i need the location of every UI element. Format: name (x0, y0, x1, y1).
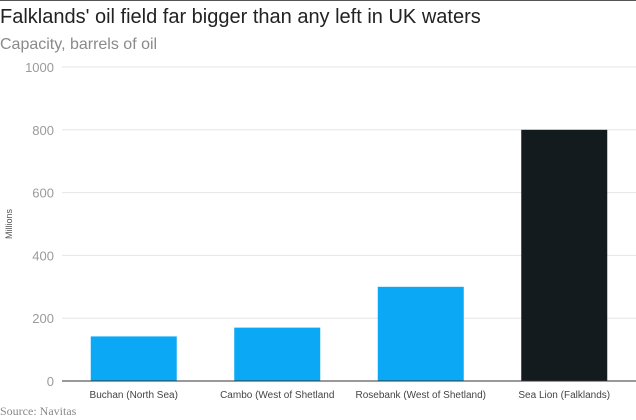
x-tick-label: Buchan (North Sea) (90, 390, 178, 401)
source-note: Source: Navitas (0, 404, 77, 418)
y-axis-title: Millions (4, 209, 14, 240)
y-axis-ticks: 0 200 400 600 800 1000 (25, 60, 54, 389)
bar (377, 286, 464, 381)
x-axis-labels: Buchan (North Sea) Cambo (West of Shetlan… (90, 390, 611, 401)
y-tick-label: 200 (32, 311, 54, 326)
bars (90, 129, 608, 381)
x-tick-label: Sea Lion (Falklands) (518, 390, 610, 401)
chart-title: Falklands' oil field far bigger than any… (0, 6, 481, 28)
y-tick-label: 400 (32, 248, 54, 263)
bar (90, 336, 177, 381)
y-tick-label: 1000 (25, 60, 54, 75)
chart-subtitle: Capacity, barrels of oil (0, 36, 158, 53)
y-tick-label: 0 (47, 374, 54, 389)
x-tick-label: Cambo (West of Shetland (220, 390, 334, 401)
top-rule (0, 0, 636, 1)
bar (521, 129, 608, 381)
x-tick-label: Rosebank (West of Shetland) (356, 390, 486, 401)
y-tick-label: 800 (32, 123, 54, 138)
bar (234, 327, 321, 381)
y-tick-label: 600 (32, 186, 54, 201)
